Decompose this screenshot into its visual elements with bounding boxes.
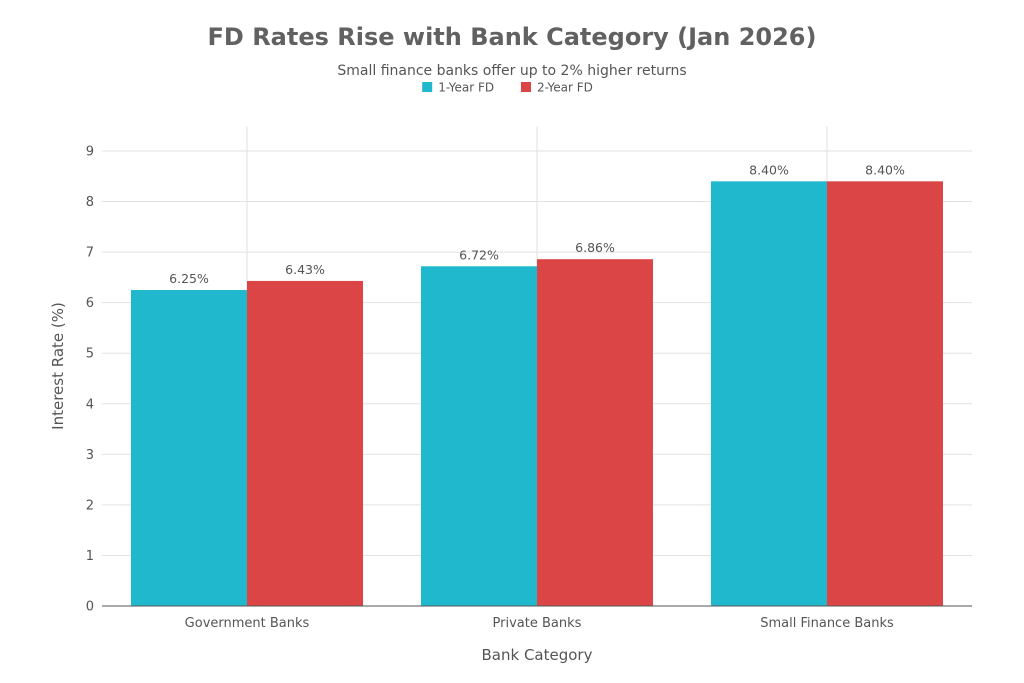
y-tick-label: 9 (86, 145, 94, 160)
chart-subtitle: Small finance banks offer up to 2% highe… (337, 63, 686, 79)
chart-title: FD Rates Rise with Bank Category (Jan 20… (208, 23, 817, 51)
data-label: 6.72% (459, 247, 499, 262)
legend-label: 1-Year FD (438, 81, 494, 95)
y-axis-ticks: 0 1 2 3 4 5 6 7 8 9 (86, 145, 94, 615)
legend: 1-Year FD 2-Year FD (422, 81, 593, 95)
bar-one-year (711, 181, 827, 607)
y-tick-label: 2 (86, 498, 94, 513)
data-label: 6.25% (169, 271, 209, 286)
legend-swatch (422, 82, 433, 92)
data-label: 8.40% (749, 162, 789, 177)
data-label: 8.40% (865, 162, 905, 177)
bars (131, 181, 943, 607)
y-tick-label: 0 (86, 600, 94, 615)
y-tick-label: 5 (86, 347, 94, 362)
bar-one-year (131, 290, 247, 606)
y-tick-label: 7 (86, 246, 94, 261)
x-tick-label: Private Banks (493, 616, 582, 631)
bar-two-year (247, 280, 363, 606)
y-tick-label: 4 (86, 397, 94, 412)
x-tick-label: Government Banks (185, 616, 310, 631)
y-tick-label: 1 (86, 549, 94, 564)
bar-two-year (827, 181, 943, 607)
legend-swatch (521, 82, 531, 92)
x-axis-title: Bank Category (482, 646, 593, 664)
y-axis-title: Interest Rate (%) (49, 302, 67, 430)
data-labels: 6.25% 6.43% 6.72% 6.86% 8.40% 8.40% (169, 162, 905, 286)
y-tick-label: 6 (86, 296, 94, 311)
x-tick-label: Small Finance Banks (760, 616, 894, 631)
bar-one-year (421, 266, 537, 606)
y-tick-label: 8 (86, 195, 94, 210)
bar-two-year (537, 259, 653, 606)
legend-label: 2-Year FD (537, 81, 593, 95)
data-label: 6.86% (575, 240, 615, 255)
y-tick-label: 3 (86, 448, 94, 463)
data-label: 6.43% (285, 262, 325, 277)
x-axis-ticks: Government Banks Private Banks Small Finan… (185, 616, 894, 631)
